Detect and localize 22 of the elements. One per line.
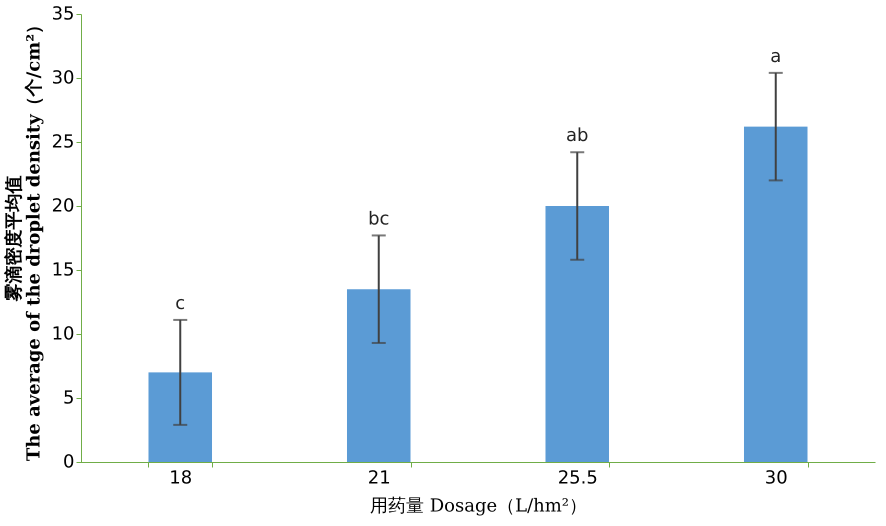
x-tick-label: 25.5	[558, 468, 598, 488]
y-tick-label: 5	[63, 388, 74, 408]
x-tick-label: 30	[764, 468, 788, 488]
y-tick-label: 0	[63, 452, 74, 472]
y-tick-label: 25	[52, 132, 74, 152]
y-tick-label: 30	[52, 68, 74, 88]
x-tick-label: 21	[368, 468, 391, 488]
y-axis-title: 雾滴密度平均值 The average of the droplet density（个/cm²）	[4, 16, 45, 462]
x-tick-label: 18	[169, 468, 192, 488]
annotation: bc	[368, 208, 390, 230]
bar	[346, 289, 411, 462]
y-tick-label: 20	[52, 196, 74, 216]
x-axis-title: 用药量 Dosage（L/hm²）	[370, 496, 588, 516]
annotation: a	[770, 46, 782, 67]
annotation: ab	[566, 125, 588, 146]
y-tick-label: 10	[52, 324, 74, 344]
bar	[744, 126, 808, 462]
bar	[148, 372, 212, 462]
bar	[545, 206, 610, 462]
y-tick-label: 15	[52, 260, 74, 280]
y-tick-label: 35	[52, 4, 74, 24]
annotation: c	[175, 292, 186, 314]
